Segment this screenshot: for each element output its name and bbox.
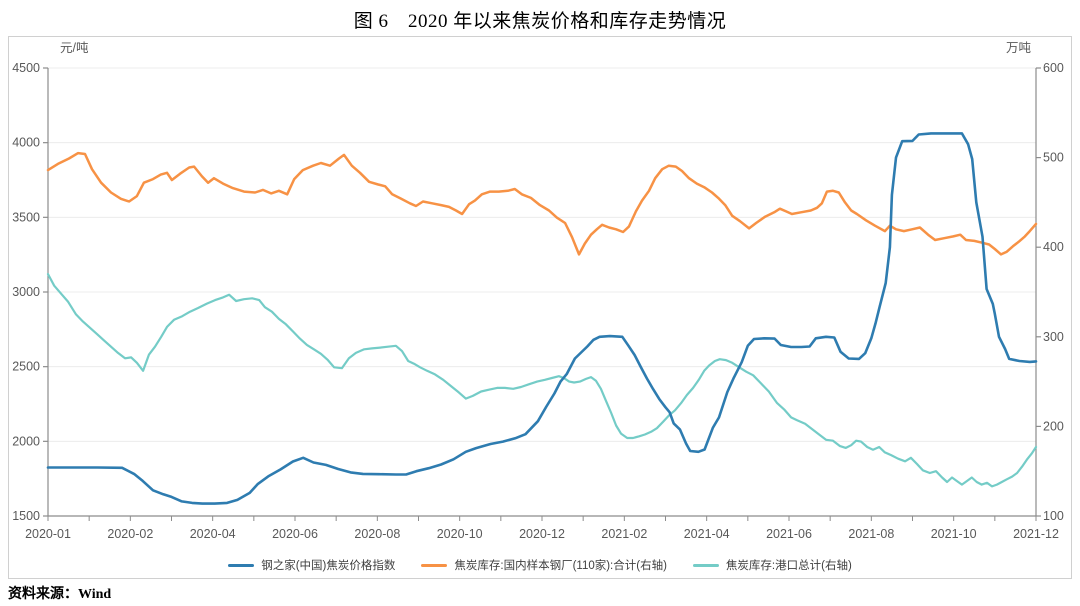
x-axis-tick-label: 2021-06 — [766, 527, 812, 541]
legend-item-port-inventory: 焦炭库存:港口总计(右轴) — [692, 557, 852, 573]
series-line-0 — [46, 132, 1038, 505]
legend-label: 焦炭库存:港口总计(右轴) — [725, 560, 852, 572]
chart-area: 元/吨 万吨 4500 4000 3500 3000 2500 2000 1500 600 50… — [8, 36, 1072, 579]
right-axis-tick-label: 600 — [1043, 61, 1064, 75]
price-index-line-swatch — [228, 563, 255, 567]
legend-item-price-index: 钢之家(中国)焦炭价格指数 — [228, 557, 395, 573]
x-axis-tick-label: 2020-08 — [354, 527, 400, 541]
axes: 4500 4000 3500 3000 2500 2000 1500 600 500 400 300… — [12, 61, 1064, 541]
left-axis-tick-label: 4500 — [12, 61, 40, 75]
x-axis-tick-label: 2021-02 — [601, 527, 647, 541]
x-axis-tick-label: 2020-02 — [107, 527, 153, 541]
left-axis-tick-label: 3500 — [12, 210, 40, 224]
right-axis-tick-label: 400 — [1043, 240, 1064, 254]
data-series — [46, 132, 1038, 505]
left-axis-tick-label: 4000 — [12, 136, 40, 150]
steelmill-inventory-line-swatch — [421, 563, 448, 567]
x-axis-tick-label: 2021-12 — [1013, 527, 1059, 541]
right-axis-tick-label: 500 — [1043, 151, 1064, 165]
x-axis-tick-label: 2021-08 — [848, 527, 894, 541]
x-axis-tick-label: 2021-10 — [931, 527, 977, 541]
right-axis-tick-label: 100 — [1043, 509, 1064, 523]
series-line-1 — [46, 151, 1038, 256]
series-line-2 — [46, 273, 1038, 488]
port-inventory-line-swatch — [692, 563, 719, 567]
source-note: 资料来源：Wind — [8, 587, 112, 602]
x-axis-tick-label: 2020-06 — [272, 527, 318, 541]
right-axis-tick-label: 200 — [1043, 419, 1064, 433]
chart-legend: 钢之家(中国)焦炭价格指数 焦炭库存:国内样本钢厂(110家):合计(右轴) 焦… — [9, 557, 1071, 573]
left-axis-unit-label: 元/吨 — [60, 41, 89, 55]
x-axis-tick-label: 2021-04 — [684, 527, 730, 541]
plot-svg: 元/吨 万吨 4500 4000 3500 3000 2500 2000 1500 600 50… — [12, 41, 1064, 541]
x-axis-tick-label: 2020-10 — [437, 527, 483, 541]
x-axis-tick-label: 2020-04 — [190, 527, 236, 541]
left-axis-tick-label: 2000 — [12, 434, 40, 448]
legend-label: 焦炭库存:国内样本钢厂(110家):合计(右轴) — [454, 560, 667, 572]
x-axis-tick-label: 2020-01 — [25, 527, 71, 541]
page-title: 图 6 2020 年以来焦炭价格和库存走势情况 — [353, 11, 727, 32]
left-axis-tick-label: 1500 — [12, 509, 40, 523]
legend-item-steelmill-inventory: 焦炭库存:国内样本钢厂(110家):合计(右轴) — [421, 557, 667, 573]
left-axis-tick-label: 2500 — [12, 360, 40, 374]
legend-label: 钢之家(中国)焦炭价格指数 — [261, 560, 396, 572]
x-axis-tick-label: 2020-12 — [519, 527, 565, 541]
gridlines — [48, 67, 1036, 442]
right-axis-tick-label: 300 — [1043, 330, 1064, 344]
right-axis-unit-label: 万吨 — [1006, 41, 1032, 55]
left-axis-tick-label: 3000 — [12, 285, 40, 299]
